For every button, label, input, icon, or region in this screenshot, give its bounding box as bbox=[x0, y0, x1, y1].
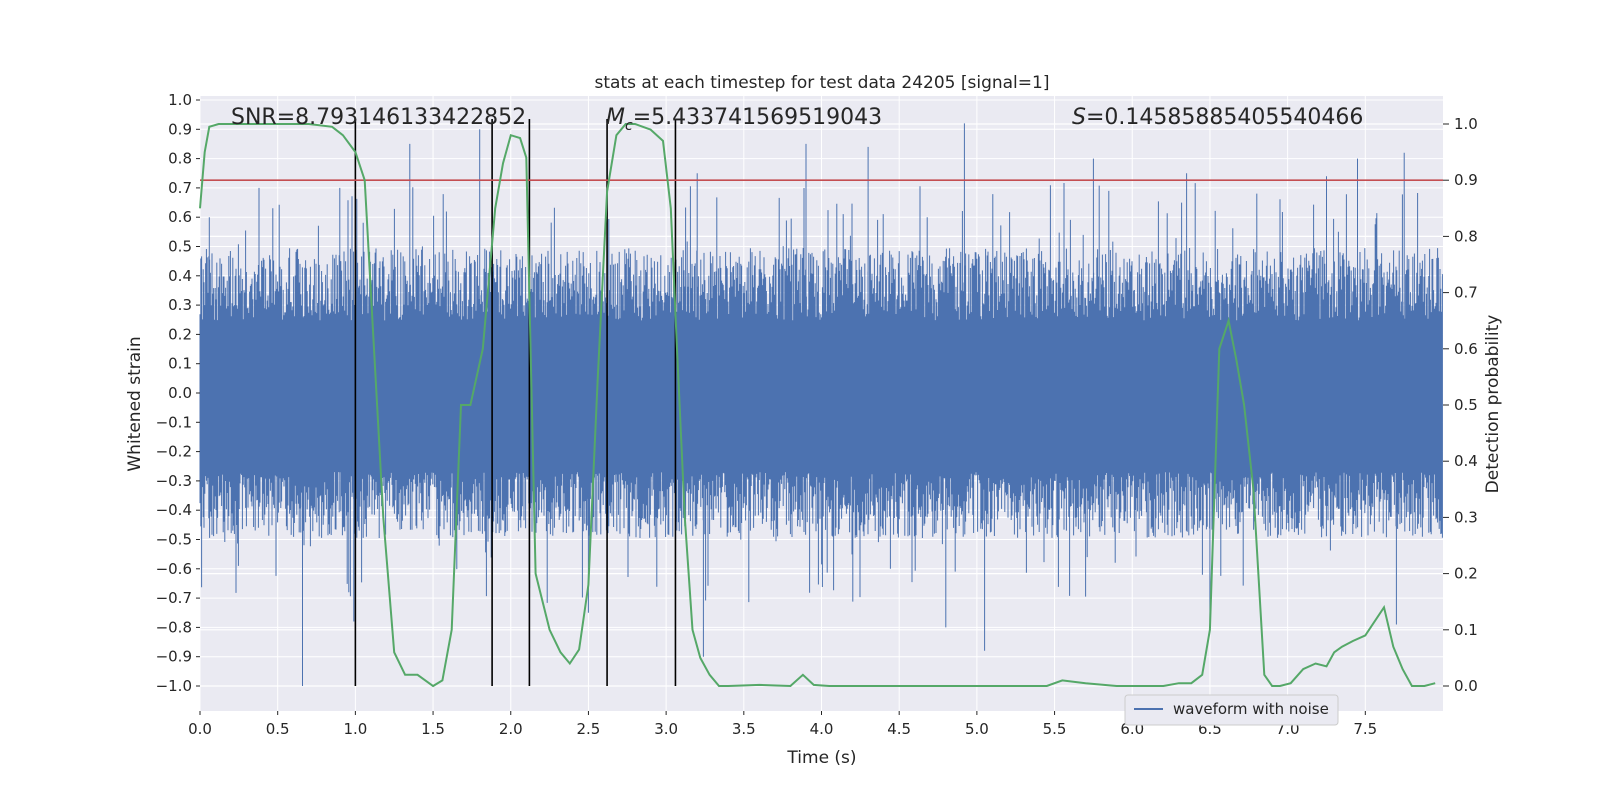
x-tick-label: 2.5 bbox=[577, 720, 601, 738]
y-tick-label: −0.4 bbox=[156, 501, 192, 519]
x-axis-label: Time (s) bbox=[786, 748, 856, 768]
y2-tick-label: 0.3 bbox=[1454, 508, 1478, 526]
x-tick-label: 3.5 bbox=[732, 720, 756, 738]
y-tick-label: −0.8 bbox=[156, 618, 192, 636]
chart-title: stats at each timestep for test data 242… bbox=[595, 73, 1050, 93]
waveform-series bbox=[199, 123, 1443, 686]
y2-tick-label: 0.2 bbox=[1454, 565, 1478, 583]
chirp-mass-symbol: M bbox=[606, 105, 625, 130]
x-tick-label: 5.5 bbox=[1043, 720, 1067, 738]
x-tick-label: 3.0 bbox=[654, 720, 678, 738]
snr-annotation: SNR=8.793146133422852 bbox=[231, 105, 526, 130]
y2-tick-label: 0.0 bbox=[1454, 677, 1478, 695]
y2-tick-label: 0.8 bbox=[1454, 227, 1478, 245]
x-tick-label: 2.0 bbox=[499, 720, 523, 738]
y2-axis-label: Detection probability bbox=[1483, 315, 1503, 494]
y2-tick-label: 1.0 bbox=[1454, 115, 1478, 133]
s-annotation: S=0.14585885405540466 bbox=[1072, 105, 1363, 130]
x-tick-label: 4.0 bbox=[810, 720, 834, 738]
tick-labels: 0.0 0.5 1.0 1.5 2.0 2.5 3.0 3.5 4.0 4.5 5.0 5.5 6.0 6… bbox=[156, 91, 1478, 738]
y-tick-label: −0.9 bbox=[156, 648, 192, 666]
y-tick-label: 0.7 bbox=[168, 179, 192, 197]
x-tick-label: 0.5 bbox=[266, 720, 290, 738]
y-tick-label: 0.4 bbox=[168, 267, 192, 285]
y-tick-label: −0.7 bbox=[156, 589, 192, 607]
s-value: =0.14585885405540466 bbox=[1086, 105, 1363, 130]
y-tick-label: −0.5 bbox=[156, 531, 192, 549]
legend-label-waveform: waveform with noise bbox=[1173, 700, 1329, 718]
y-tick-label: 0.0 bbox=[168, 384, 192, 402]
y-tick-label: −0.1 bbox=[156, 413, 192, 431]
y-tick-label: 0.8 bbox=[168, 150, 192, 168]
x-tick-label: 4.5 bbox=[887, 720, 911, 738]
chirp-mass-value: =5.433741569519043 bbox=[633, 105, 882, 130]
y-tick-label: −0.2 bbox=[156, 443, 192, 461]
y-tick-label: −1.0 bbox=[156, 677, 192, 695]
x-tick-label: 7.5 bbox=[1353, 720, 1377, 738]
overlay-layer bbox=[199, 119, 1443, 688]
y-tick-label: −0.6 bbox=[156, 560, 192, 578]
y-tick-label: 0.1 bbox=[168, 355, 192, 373]
chirp-mass-subscript: c bbox=[625, 118, 633, 134]
y2-tick-label: 0.6 bbox=[1454, 340, 1478, 358]
y-tick-label: 0.3 bbox=[168, 296, 192, 314]
x-tick-label: 1.5 bbox=[421, 720, 445, 738]
y-tick-label: 0.6 bbox=[168, 208, 192, 226]
legend-box bbox=[1124, 694, 1339, 726]
detection-probability-line bbox=[199, 123, 1436, 688]
y-tick-label: 0.5 bbox=[168, 238, 192, 256]
y2-tick-label: 0.7 bbox=[1454, 284, 1478, 302]
y2-tick-label: 0.9 bbox=[1454, 171, 1478, 189]
y-tick-label: 0.2 bbox=[168, 325, 192, 343]
legend: waveform with noise bbox=[1124, 694, 1339, 726]
chirp-mass-annotation: Mc=5.433741569519043 bbox=[606, 105, 882, 134]
y-tick-label: 0.9 bbox=[168, 120, 192, 138]
s-symbol: S bbox=[1072, 105, 1086, 130]
x-tick-label: 1.0 bbox=[343, 720, 367, 738]
y2-tick-label: 0.5 bbox=[1454, 396, 1478, 414]
y-axis-label: Whitened strain bbox=[125, 336, 145, 471]
y-tick-label: −0.3 bbox=[156, 472, 192, 490]
y2-tick-label: 0.1 bbox=[1454, 621, 1478, 639]
y2-tick-label: 0.4 bbox=[1454, 452, 1478, 470]
x-tick-label: 5.0 bbox=[965, 720, 989, 738]
y-tick-label: 1.0 bbox=[168, 91, 192, 109]
waveform-with-noise-line bbox=[199, 123, 1443, 686]
x-tick-label: 0.0 bbox=[188, 720, 212, 738]
